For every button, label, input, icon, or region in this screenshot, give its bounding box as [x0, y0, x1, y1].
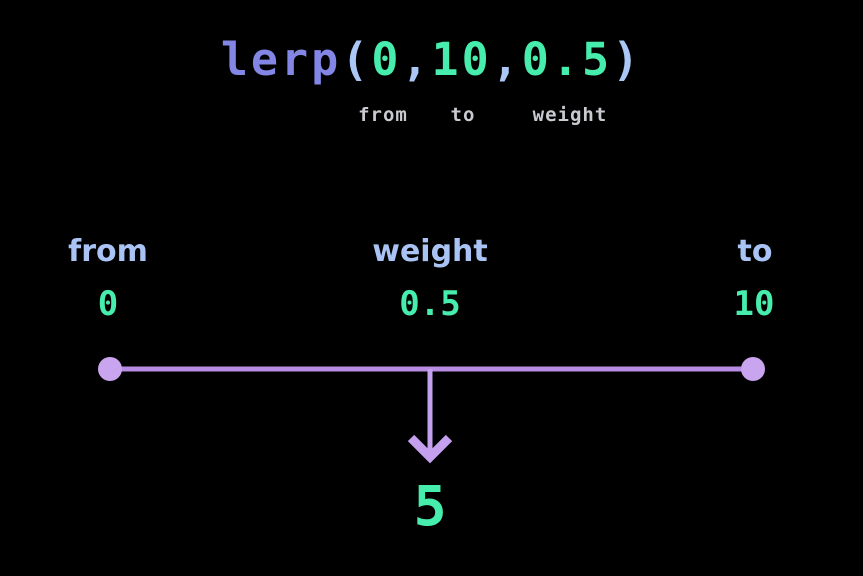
comma: ,: [401, 33, 432, 86]
arg-hint-weight: weight: [532, 104, 608, 126]
arrow-down-icon: [407, 434, 453, 464]
to-value: 10: [733, 284, 775, 324]
weight-label: weight: [372, 234, 488, 269]
function-name: lerp: [220, 33, 342, 86]
open-paren: (: [341, 33, 372, 86]
arg-to-value: 10: [431, 33, 492, 86]
arg-weight-value: 0.5: [521, 33, 613, 86]
from-label: from: [68, 234, 148, 269]
arg-from-value: 0: [371, 33, 402, 86]
close-paren: ): [612, 33, 643, 86]
comma: ,: [491, 33, 522, 86]
function-signature: lerp(0,10,0.5): [0, 33, 863, 86]
result-value: 5: [413, 474, 447, 538]
from-value: 0: [97, 284, 119, 324]
arg-hint-to: to: [450, 104, 476, 126]
endpoint-to-dot: [741, 357, 765, 381]
weight-value: 0.5: [399, 284, 461, 324]
arg-hint-from: from: [358, 104, 408, 126]
endpoint-from-dot: [98, 357, 122, 381]
to-label: to: [737, 234, 773, 269]
